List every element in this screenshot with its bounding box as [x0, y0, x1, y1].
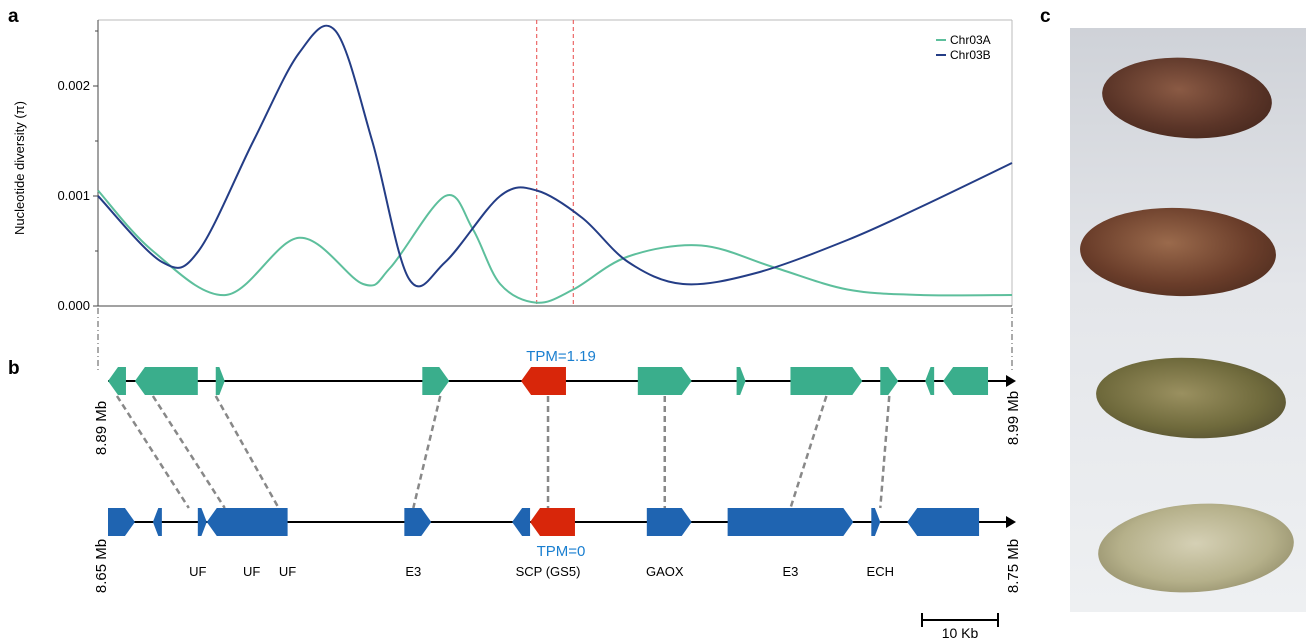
scale-bar-label: 10 Kb: [942, 625, 979, 641]
gene-arrow-bottom: [206, 508, 288, 536]
gene-arrow-top: [925, 367, 935, 395]
gene-arrow-top: [108, 367, 126, 395]
diversity-chart: 0.000 0.001 0.002 Nucleotide diversity (π)…: [12, 19, 1013, 313]
top-end-label: 8.99 Mb: [1005, 391, 1022, 445]
gene-label: GAOX: [646, 564, 684, 579]
seed-photo: [1070, 28, 1306, 612]
gene-labels: UF UF UF E3 SCP (GS5) GAOX E3 ECH: [189, 564, 894, 579]
top-start-label: 8.89 Mb: [93, 401, 110, 455]
ortholog-link: [115, 395, 190, 509]
ortholog-link: [214, 395, 280, 509]
synteny-diagram: 8.89 Mb 8.99 Mb 8.65 Mb 8.75 Mb TPM=1.19…: [93, 348, 1022, 641]
legend-label-chr03b: Chr03B: [950, 48, 991, 62]
top-track-genes: [108, 367, 989, 395]
gene-label: E3: [783, 564, 799, 579]
y-axis-label: Nucleotide diversity (π): [12, 101, 27, 235]
bottom-track-genes: [108, 508, 980, 536]
plot-frame: [97, 19, 1013, 307]
gene-arrow-bottom: [197, 508, 207, 536]
gene-arrow-bottom: [727, 508, 854, 536]
panel-c-letter: c: [1040, 6, 1051, 27]
gene-arrow-top: [637, 367, 692, 395]
tpm-bottom-label: TPM=0: [537, 543, 586, 560]
gene-arrow-top: [880, 367, 899, 395]
series-line-chr03a: [97, 189, 1013, 304]
panel-b-letter: b: [8, 358, 20, 379]
gene-arrow-top: [790, 367, 863, 395]
seed-1-image: [1099, 52, 1275, 144]
gene-label: UF: [243, 564, 260, 579]
gene-arrow-bottom: [871, 508, 881, 536]
bottom-start-label: 8.65 Mb: [93, 539, 110, 593]
gene-arrow-bottom: [152, 508, 162, 536]
gene-arrow-bottom: [512, 508, 531, 536]
y-tick-label: 0.001: [57, 188, 90, 203]
seed-3-image: [1094, 353, 1288, 443]
gene-arrow-bottom: [646, 508, 692, 536]
gene-arrow-bottom: [907, 508, 980, 536]
gene-label: E3: [405, 564, 421, 579]
ortholog-link: [789, 395, 828, 509]
gene-arrow-top: [215, 367, 225, 395]
gene-label: SCP (GS5): [516, 564, 581, 579]
gs5-gene-top: [521, 367, 566, 395]
series-line-chr03b: [97, 24, 1013, 288]
gene-arrow-top: [422, 367, 450, 395]
tpm-top-label: TPM=1.19: [526, 348, 596, 365]
panel-a-letter: a: [8, 6, 19, 27]
gene-arrow-top: [943, 367, 989, 395]
bottom-track-arrowhead: [1006, 516, 1016, 528]
seed-4-image: [1095, 497, 1297, 599]
y-tick-label: 0.002: [57, 78, 90, 93]
ortholog-link: [151, 395, 226, 509]
gene-arrow-bottom: [404, 508, 432, 536]
y-ticks: 0.000 0.001 0.002: [57, 30, 98, 313]
ortholog-link: [412, 395, 442, 509]
series-lines: [97, 24, 1013, 304]
gene-label: UF: [189, 564, 206, 579]
seed-2-image: [1078, 204, 1278, 300]
legend: Chr03A Chr03B: [936, 33, 991, 62]
y-tick-label: 0.000: [57, 298, 90, 313]
bottom-end-label: 8.75 Mb: [1005, 539, 1022, 593]
gene-arrow-top: [736, 367, 746, 395]
figure-ab: 0.000 0.001 0.002 Nucleotide diversity (π)…: [12, 19, 1022, 641]
highlight-region: [536, 20, 574, 306]
ortholog-links: [115, 395, 891, 509]
legend-label-chr03a: Chr03A: [950, 33, 991, 47]
top-track-arrowhead: [1006, 375, 1016, 387]
scale-bar: 10 Kb: [921, 613, 999, 641]
gene-label: UF: [279, 564, 296, 579]
gene-arrow-bottom: [108, 508, 135, 536]
gs5-gene-bottom: [530, 508, 575, 536]
ortholog-link: [879, 395, 891, 509]
gene-arrow-top: [134, 367, 198, 395]
gene-label: ECH: [867, 564, 894, 579]
